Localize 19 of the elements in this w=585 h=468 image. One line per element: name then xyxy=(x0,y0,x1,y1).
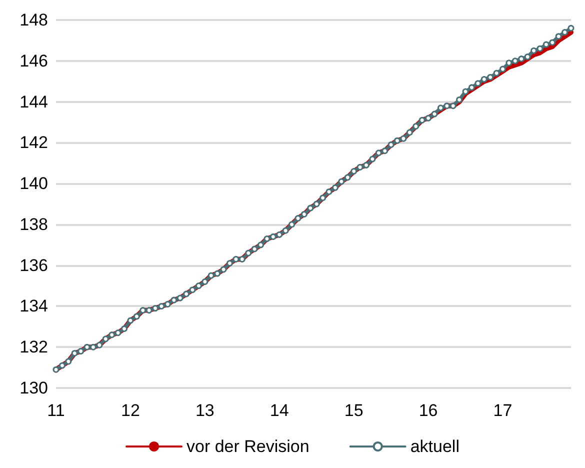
y-tick-label: 138 xyxy=(20,214,48,234)
y-tick-label: 146 xyxy=(20,51,48,70)
y-tick-label: 144 xyxy=(20,92,48,112)
x-tick-label: 16 xyxy=(418,401,438,420)
x-tick-label: 14 xyxy=(270,401,289,420)
legend-label: aktuell xyxy=(410,437,460,456)
y-tick-label: 130 xyxy=(20,378,48,398)
y-tick-label: 134 xyxy=(20,296,48,316)
y-tick-label: 140 xyxy=(20,174,48,194)
x-tick-label: 13 xyxy=(195,401,214,420)
y-tick-label: 142 xyxy=(20,133,48,152)
y-tick-label: 148 xyxy=(20,10,48,30)
x-tick-label: 15 xyxy=(344,401,364,420)
x-tick-label: 12 xyxy=(120,401,140,420)
y-tick-label: 132 xyxy=(20,338,48,357)
x-tick-label: 17 xyxy=(493,401,512,420)
x-tick-label: 11 xyxy=(47,401,65,420)
legend-label: vor der Revision xyxy=(186,437,310,456)
y-tick-label: 136 xyxy=(20,256,48,275)
